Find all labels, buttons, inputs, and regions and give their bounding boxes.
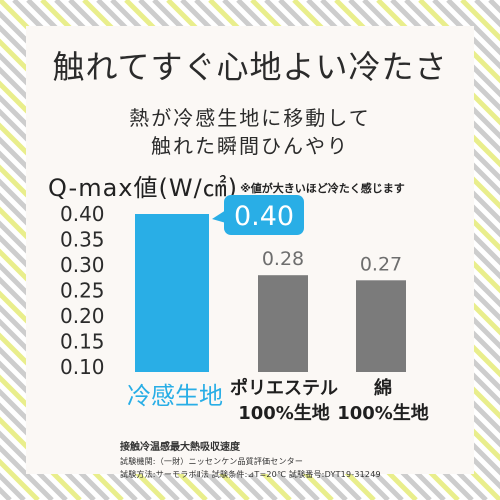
background-stripe — [404, 0, 500, 98]
y-tick-label: 0.25 — [60, 279, 105, 303]
y-tick-label: 0.20 — [60, 304, 105, 328]
test-info-institution: 試験機関:（一財）ニッセンケン品質評価センター — [120, 457, 304, 466]
category-label: 冷感生地 — [127, 382, 223, 410]
background-stripe — [0, 388, 110, 500]
category-label: 100%生地 — [238, 402, 330, 424]
metric-note: ※値が大きいほど冷たく感じます — [240, 182, 405, 195]
y-tick-label: 0.35 — [60, 228, 105, 252]
category-label: 100%生地 — [337, 402, 429, 424]
background-stripe — [390, 0, 500, 112]
y-tick-label: 0.30 — [60, 253, 105, 277]
bar — [135, 214, 209, 372]
y-tick-label: 0.10 — [60, 355, 105, 379]
subtitle-line-1: 熱が冷感生地に移動して — [129, 106, 371, 130]
content-panel — [26, 26, 474, 474]
value-callout — [224, 195, 304, 235]
metric-label: Q-max値(W/㎠) — [48, 174, 239, 202]
callout-pointer — [212, 210, 226, 223]
bar — [356, 280, 406, 372]
y-tick-label: 0.40 — [60, 202, 105, 226]
page-title: 触れてすぐ心地よい冷たさ — [52, 48, 448, 86]
bar — [258, 275, 308, 372]
test-info-heading: 接触冷温感最大熱吸収速度 — [120, 442, 240, 453]
y-tick-label: 0.15 — [60, 330, 105, 354]
test-info: 接触冷温感最大熱吸収速度 試験機関:（一財）ニッセンケン品質評価センター 試験方… — [120, 438, 381, 482]
value-label: 0.27 — [360, 253, 402, 275]
category-label: 綿 — [374, 377, 392, 399]
value-label: 0.40 — [234, 201, 294, 232]
metric-heading: Q-max値(W/㎠) ※値が大きいほど冷たく感じます — [48, 168, 405, 203]
value-label: 0.28 — [262, 248, 304, 270]
category-label: ポリエステル — [230, 377, 338, 399]
background-stripe — [0, 402, 96, 500]
subtitle-line-2: 触れた瞬間ひんやり — [151, 134, 349, 158]
test-info-method: 試験方法:サーモラボⅡ法 試験条件:⊿T=20℃ 試験番号:DYT19-3124… — [120, 470, 381, 479]
